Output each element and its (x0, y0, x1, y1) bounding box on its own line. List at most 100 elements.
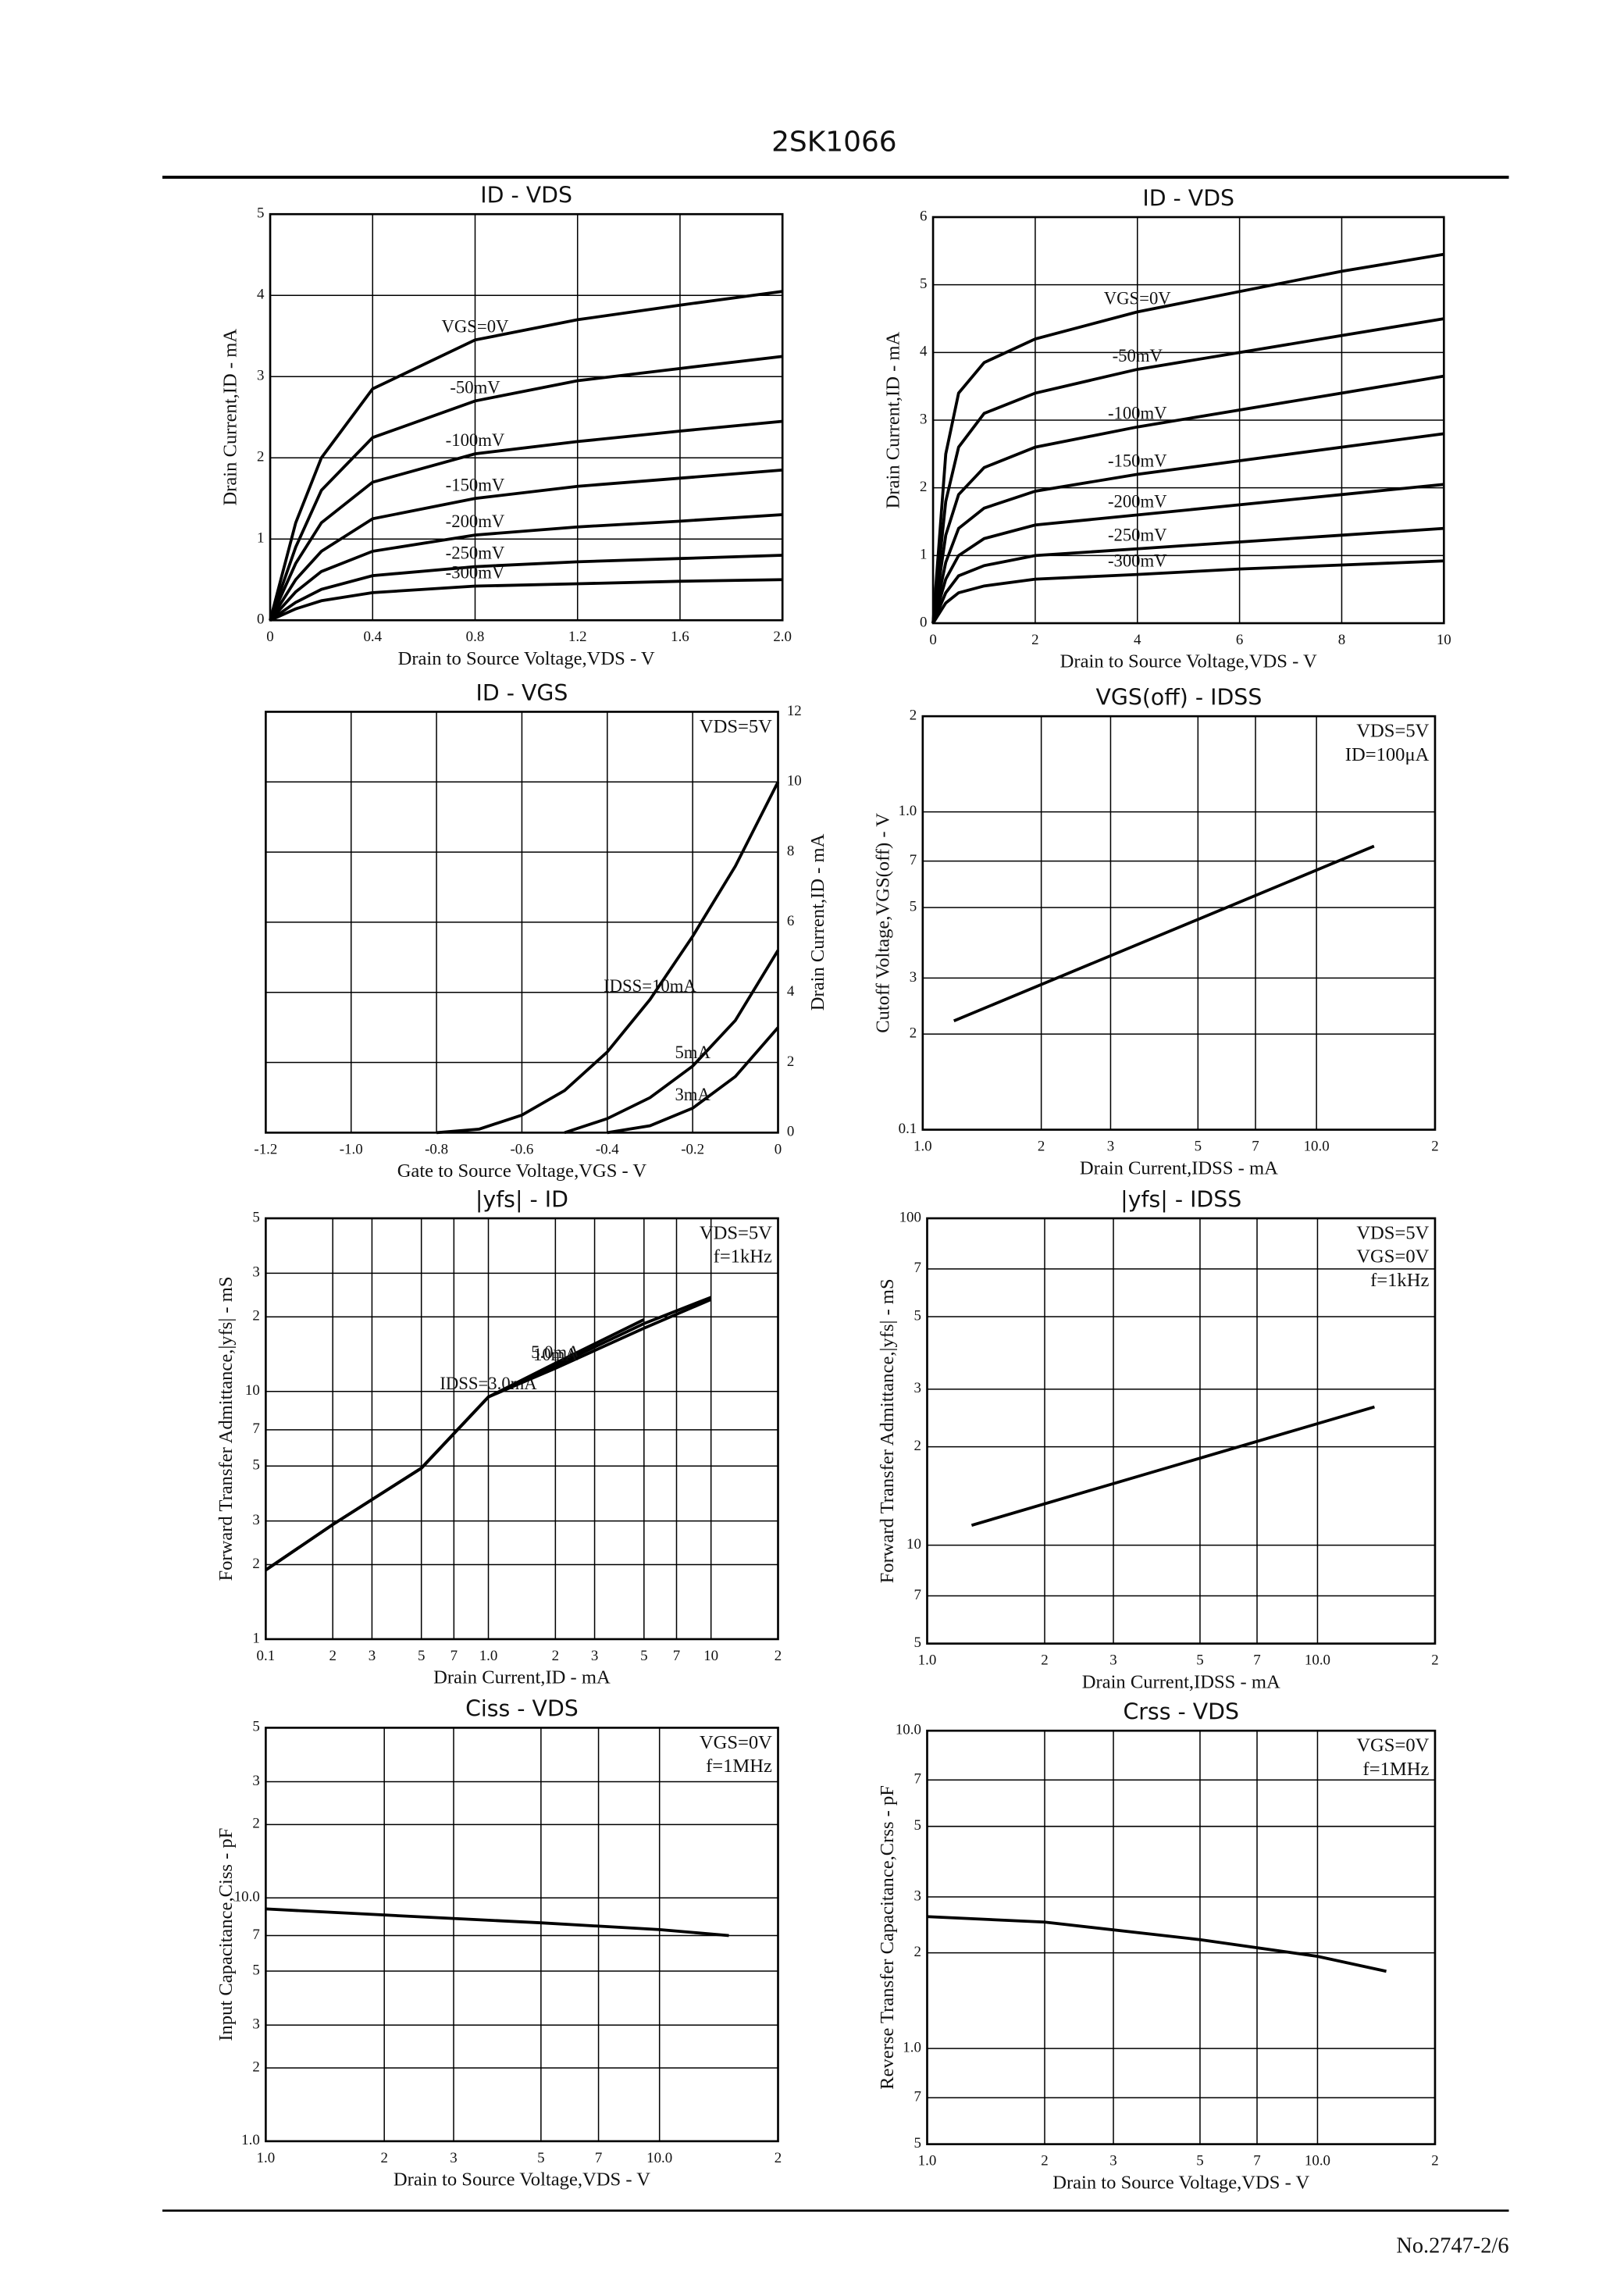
curve (931, 432, 1444, 624)
x-axis-label: Gate to Source Voltage,VGS - V (397, 1160, 647, 1182)
x-tick-label: 10.0 (1305, 1652, 1330, 1669)
x-tick-label: 2 (552, 1648, 559, 1664)
y-tick-label: 3 (914, 1380, 921, 1396)
x-tick-label: 3 (1109, 2153, 1116, 2169)
curve (269, 469, 783, 622)
y-tick-label: 2 (910, 1025, 917, 1041)
annotation: VGS=0V (700, 1732, 772, 1753)
x-tick-label: 5 (640, 1648, 647, 1664)
y-axis-label: Drain Current,ID - mA (220, 329, 241, 506)
curve (269, 513, 783, 622)
y-tick-label: 2 (914, 1438, 921, 1454)
annotation: VGS=0V (1356, 1246, 1429, 1267)
x-tick-label: 5 (418, 1648, 425, 1664)
x-tick-label: 2 (1041, 1652, 1048, 1669)
x-tick-label: 0 (775, 1141, 782, 1157)
curve-label: -150mV (1108, 451, 1167, 470)
y-tick-label: 2 (787, 1053, 794, 1070)
y-tick-label: 3 (252, 1512, 259, 1528)
annotation: f=1MHz (1363, 1759, 1430, 1780)
x-tick-label: 3 (1107, 1139, 1114, 1155)
curve (436, 781, 780, 1135)
x-tick-label: 5 (1196, 2153, 1203, 2169)
y-tick-label: 2 (252, 1816, 259, 1832)
y-tick-label: 0 (920, 614, 927, 630)
y-tick-label: 10 (787, 773, 802, 790)
y-tick-label: 1 (252, 1630, 259, 1646)
y-tick-label: 7 (914, 1587, 921, 1603)
y-tick-label: 8 (787, 843, 794, 859)
x-tick-label: 8 (1338, 632, 1345, 648)
x-tick-label: 1.0 (914, 1139, 932, 1155)
annotation: VDS=5V (1356, 1222, 1429, 1243)
y-tick-label: 6 (787, 913, 794, 929)
x-tick-label: 2 (1038, 1139, 1045, 1155)
x-tick-label: 0 (929, 632, 936, 648)
y-tick-label: 7 (252, 1421, 259, 1437)
curve-label: -50mV (450, 377, 500, 397)
y-tick-label: 7 (914, 1771, 921, 1788)
y-tick-label: 5 (914, 2135, 921, 2151)
curve-label: -250mV (446, 544, 505, 563)
y-tick-label: 5 (252, 1962, 259, 1978)
page-title: 2SK1066 (771, 126, 897, 158)
y-tick-label: 1.0 (241, 2132, 260, 2148)
y-tick-label: 7 (252, 1927, 259, 1943)
y-tick-label: 6 (920, 208, 927, 224)
chart-title: ID - VDS (1142, 185, 1234, 211)
x-tick-label: 0.4 (363, 629, 382, 645)
x-tick-label: 6 (1236, 632, 1243, 648)
curve-label: VGS=0V (442, 316, 510, 336)
x-tick-label: -0.2 (681, 1141, 704, 1157)
y-tick-label: 3 (252, 1264, 259, 1281)
y-tick-label: 10.0 (234, 1889, 260, 1905)
curve (970, 1405, 1375, 1527)
y-axis-label: Forward Transfer Admittance,|yfs| - mS (215, 1276, 237, 1581)
y-tick-label: 0 (787, 1124, 794, 1140)
annotation: ID=100μA (1345, 744, 1430, 765)
x-tick-label: 7 (673, 1648, 680, 1664)
y-tick-label: 7 (914, 2089, 921, 2105)
annotation: VDS=5V (1356, 721, 1429, 742)
x-tick-label: 7 (1253, 1652, 1260, 1669)
curve-label: -150mV (446, 475, 505, 494)
x-tick-label: -1.2 (254, 1141, 277, 1157)
plot-frame (269, 212, 784, 622)
y-tick-label: 4 (920, 344, 928, 360)
y-tick-label: 3 (920, 411, 927, 427)
x-tick-label: 7 (451, 1648, 458, 1664)
x-tick-label: 1.0 (918, 2153, 937, 2169)
y-tick-label: 3 (252, 2016, 259, 2033)
curve (931, 374, 1444, 624)
y-axis-label: Input Capacitance,Ciss - pF (215, 1828, 237, 2041)
curve (927, 1915, 1387, 1973)
x-tick-label: 10.0 (1304, 1139, 1330, 1155)
chart-title: Ciss - VDS (465, 1696, 579, 1722)
x-tick-label: 2 (1431, 1139, 1438, 1155)
x-tick-label: 0.8 (466, 629, 485, 645)
x-axis-label: Drain Current,ID - mA (433, 1667, 611, 1688)
y-tick-label: 4 (257, 287, 265, 303)
y-axis-label: Reverse Transfer Capacitance,Crss - pF (877, 1785, 898, 2090)
curve (269, 355, 783, 621)
x-tick-label: 3 (1109, 1652, 1116, 1669)
curve-label: -250mV (1108, 526, 1167, 545)
y-tick-label: 2 (252, 1308, 259, 1324)
y-tick-label: 3 (910, 969, 917, 986)
x-tick-label: 1.0 (918, 1652, 937, 1669)
y-tick-label: 2 (252, 1556, 259, 1572)
y-tick-label: 3 (257, 368, 264, 384)
x-tick-label: 7 (1253, 2153, 1260, 2169)
x-axis-label: Drain to Source Voltage,VDS - V (1052, 2172, 1309, 2193)
x-tick-label: 3 (591, 1648, 598, 1664)
x-tick-label: 10.0 (1305, 2153, 1330, 2169)
plot-frame (265, 1727, 779, 2143)
x-tick-label: 10 (1437, 632, 1451, 648)
y-tick-label: 4 (787, 983, 795, 1000)
annotation: f=1kHz (714, 1246, 772, 1267)
curve-label: IDSS=10mA (604, 976, 696, 996)
x-axis-label: Drain to Source Voltage,VDS - V (394, 2169, 650, 2191)
y-tick-label: 7 (910, 852, 917, 868)
curve-label: -300mV (446, 563, 505, 583)
x-axis-label: Drain Current,IDSS - mA (1082, 1671, 1280, 1692)
